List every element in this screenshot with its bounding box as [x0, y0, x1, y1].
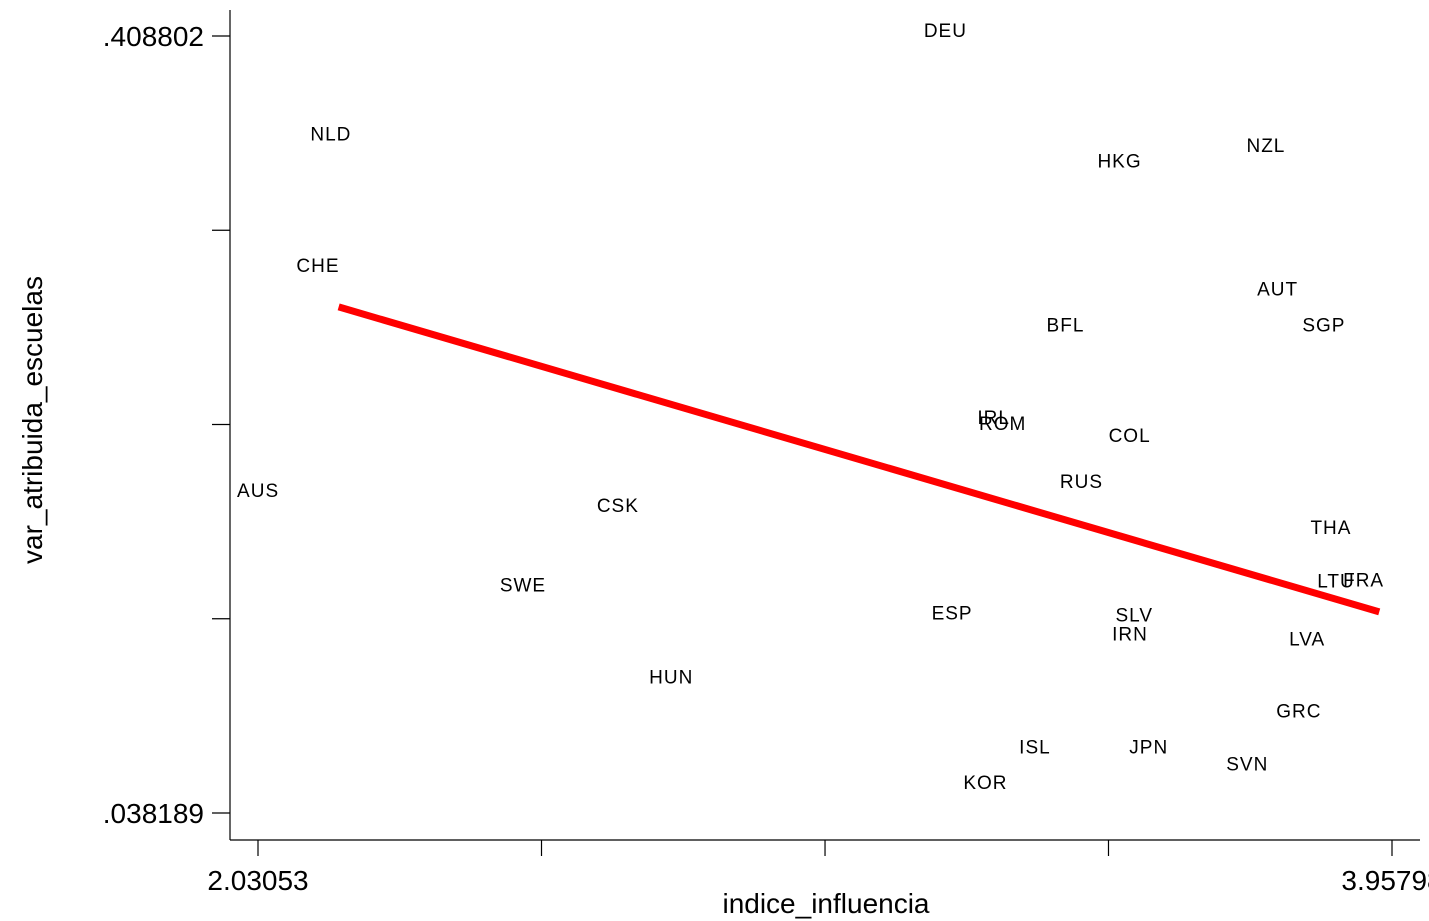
point-nld: NLD	[310, 124, 351, 145]
point-deu: DEU	[924, 21, 967, 42]
axes	[229, 10, 1420, 841]
point-ltu: LTU	[1317, 572, 1354, 593]
point-lva: LVA	[1289, 630, 1325, 651]
point-col: COL	[1109, 426, 1151, 447]
tick-labels: .408802 .038189 2.03053 3.95798	[103, 21, 1429, 896]
point-esp: ESP	[932, 604, 973, 625]
point-hkg: HKG	[1097, 151, 1141, 172]
point-tha: THA	[1310, 518, 1351, 539]
point-nzl: NZL	[1246, 136, 1285, 157]
point-csk: CSK	[597, 496, 639, 517]
point-irl: IRL	[977, 408, 1010, 429]
point-rom: ROM	[979, 414, 1026, 435]
point-svn: SVN	[1226, 754, 1268, 775]
x-tick-label-left: 2.03053	[207, 865, 308, 896]
point-kor: KOR	[963, 773, 1007, 794]
point-isl: ISL	[1019, 737, 1051, 758]
point-fra: FRA	[1343, 571, 1384, 592]
fit-line-group	[337, 303, 1381, 616]
ticks	[212, 35, 1393, 856]
point-hun: HUN	[649, 667, 693, 688]
point-bfl: BFL	[1047, 315, 1085, 336]
point-sgp: SGP	[1302, 315, 1345, 336]
point-slv: SLV	[1116, 605, 1154, 626]
point-che: CHE	[296, 256, 339, 277]
x-tick-label-right: 3.95798	[1341, 865, 1429, 896]
point-aus: AUS	[237, 481, 279, 502]
point-swe: SWE	[500, 576, 546, 597]
x-axis-title: indice_influencia	[722, 888, 929, 919]
fit-line	[337, 303, 1381, 616]
point-aut: AUT	[1257, 280, 1298, 301]
point-jpn: JPN	[1129, 737, 1168, 758]
y-tick-label-top: .408802	[103, 21, 204, 52]
point-grc: GRC	[1276, 701, 1321, 722]
y-tick-label-bottom: .038189	[103, 798, 204, 829]
y-axis-title: var_atribuida_escuelas	[17, 276, 48, 564]
point-rus: RUS	[1060, 472, 1103, 493]
point-irn: IRN	[1112, 625, 1148, 646]
